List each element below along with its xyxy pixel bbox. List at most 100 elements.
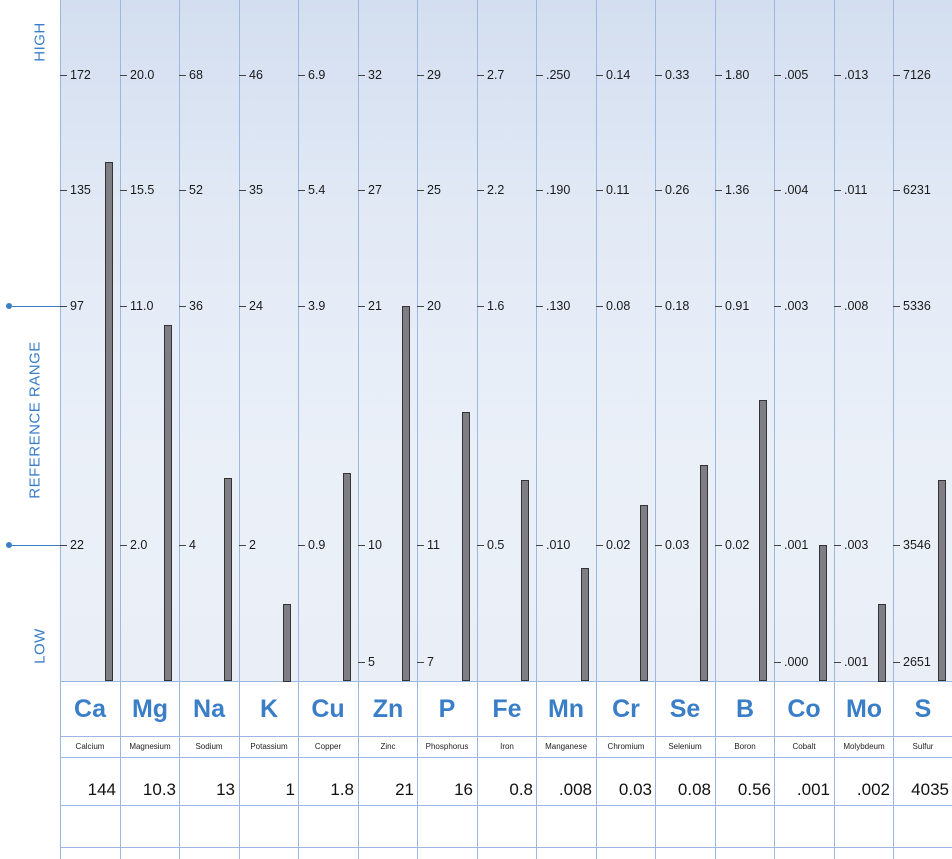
element-name: Copper xyxy=(314,742,342,751)
tick-label: 0.5 xyxy=(487,538,505,552)
tick-mark xyxy=(358,662,365,663)
tick-label: 20 xyxy=(427,299,441,313)
tick-mark xyxy=(477,75,484,76)
tick-mark xyxy=(893,662,900,663)
tick-label: 6.9 xyxy=(308,68,326,82)
tick-mark xyxy=(536,306,543,307)
element-name: Potassium xyxy=(250,742,288,751)
tick-label: .011 xyxy=(844,183,868,197)
tick-label: 3.9 xyxy=(308,299,326,313)
tick-mark xyxy=(893,190,900,191)
tick-label: 0.08 xyxy=(606,299,631,313)
tick-mark xyxy=(655,545,662,546)
table-area xyxy=(60,681,952,859)
reference-lower-marker xyxy=(6,542,12,548)
tick-mark xyxy=(120,306,127,307)
bar-mg xyxy=(164,325,172,681)
tick-mark xyxy=(358,75,365,76)
tick-label: .250 xyxy=(546,68,571,82)
tick-label: .010 xyxy=(546,538,571,552)
element-name: Cobalt xyxy=(792,742,816,751)
tick-label: 5336 xyxy=(903,299,931,313)
tick-mark xyxy=(179,190,186,191)
tick-label: 2.7 xyxy=(487,68,505,82)
bar-co xyxy=(819,545,827,681)
tick-mark xyxy=(239,75,246,76)
bar-na xyxy=(224,478,232,681)
tick-mark xyxy=(179,545,186,546)
tick-mark xyxy=(715,545,722,546)
column-divider xyxy=(417,0,418,859)
element-name: Magnesium xyxy=(129,742,171,751)
tick-label: 5.4 xyxy=(308,183,326,197)
element-symbol: Zn xyxy=(372,695,404,723)
tick-label: .008 xyxy=(844,299,869,313)
tick-label: 32 xyxy=(368,68,382,82)
element-symbol: Mn xyxy=(547,695,585,723)
reference-upper-line xyxy=(12,306,60,307)
tick-mark xyxy=(358,306,365,307)
tick-mark xyxy=(60,75,67,76)
bar-se xyxy=(700,465,708,681)
tick-label: 29 xyxy=(427,68,441,82)
result-value: 10.3 xyxy=(142,780,176,799)
result-value: .008 xyxy=(558,780,592,799)
tick-mark xyxy=(715,306,722,307)
element-name: Molybdeum xyxy=(843,742,885,751)
tick-mark xyxy=(655,306,662,307)
low-label: LOW xyxy=(31,628,49,664)
element-symbol: P xyxy=(438,695,456,723)
tick-label: 22 xyxy=(70,538,84,552)
tick-label: .004 xyxy=(784,183,809,197)
element-symbol: B xyxy=(735,695,755,723)
tick-label: 135 xyxy=(70,183,91,197)
tick-mark xyxy=(774,662,781,663)
element-symbol: K xyxy=(259,695,279,723)
column-divider xyxy=(298,0,299,859)
tick-mark xyxy=(358,190,365,191)
tick-label: 68 xyxy=(189,68,203,82)
column-divider xyxy=(120,0,121,859)
result-value: 0.56 xyxy=(737,780,771,799)
table-line xyxy=(60,847,952,848)
tick-label: 11 xyxy=(427,538,440,552)
tick-label: 21 xyxy=(368,299,382,313)
tick-mark xyxy=(417,75,424,76)
table-line xyxy=(60,736,952,737)
element-name: Selenium xyxy=(668,742,702,751)
tick-mark xyxy=(60,190,67,191)
result-value: 0.8 xyxy=(509,780,533,799)
tick-mark xyxy=(417,190,424,191)
tick-label: 1.80 xyxy=(725,68,750,82)
tick-mark xyxy=(179,306,186,307)
tick-mark xyxy=(120,190,127,191)
bar-zn xyxy=(402,306,410,681)
result-value: 21 xyxy=(395,780,414,799)
tick-label: 46 xyxy=(249,68,263,82)
tick-mark xyxy=(774,545,781,546)
tick-mark xyxy=(596,75,603,76)
result-value: 0.08 xyxy=(677,780,711,799)
tick-mark xyxy=(774,75,781,76)
tick-mark xyxy=(893,306,900,307)
bar-p xyxy=(462,412,470,681)
tick-label: 7126 xyxy=(903,68,931,82)
tick-label: 52 xyxy=(189,183,203,197)
tick-label: .005 xyxy=(784,68,809,82)
bar-cr xyxy=(640,505,648,681)
tick-mark xyxy=(536,545,543,546)
tick-label: 0.26 xyxy=(665,183,690,197)
tick-mark xyxy=(774,190,781,191)
tick-label: 172 xyxy=(70,68,91,82)
element-name: Phosphorus xyxy=(425,742,469,751)
element-name: Zinc xyxy=(380,742,396,751)
table-line xyxy=(60,757,952,758)
column-divider xyxy=(834,0,835,859)
tick-mark xyxy=(655,190,662,191)
element-symbol: Cu xyxy=(311,695,345,723)
element-symbol: Na xyxy=(193,695,225,723)
element-name: Calcium xyxy=(75,742,105,751)
tick-mark xyxy=(60,306,67,307)
table-line xyxy=(60,805,952,806)
tick-label: 2651 xyxy=(903,655,931,669)
